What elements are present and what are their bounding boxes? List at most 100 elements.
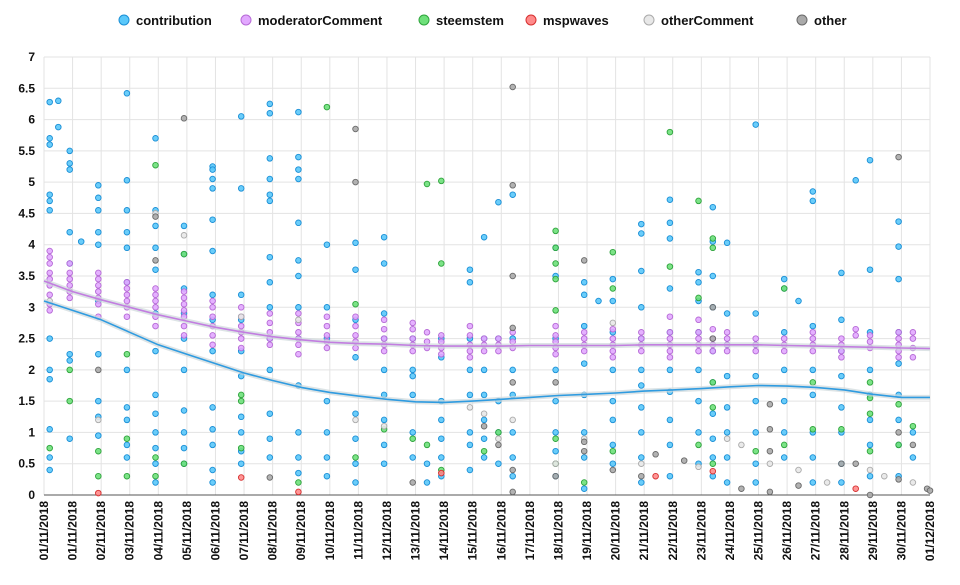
point-contribution [352, 479, 359, 486]
point-contribution [352, 354, 359, 361]
point-contribution [46, 454, 53, 461]
point-contribution [723, 479, 731, 486]
point-contribution [438, 435, 445, 442]
point-moderatorComment [180, 294, 188, 302]
point-moderatorComment [909, 335, 917, 342]
point-contribution [55, 97, 62, 105]
point-contribution [352, 410, 359, 417]
point-contribution [323, 241, 331, 248]
point-moderatorComment [152, 297, 159, 305]
point-contribution [752, 121, 759, 128]
point-moderatorComment [95, 300, 102, 308]
point-contribution [180, 429, 188, 436]
x-tick-label: 03/11/2018 [123, 501, 137, 561]
point-moderatorComment [709, 347, 717, 355]
point-steemstem [709, 379, 717, 386]
point-contribution [123, 454, 131, 461]
point-contribution [638, 382, 645, 389]
point-steemstem [809, 426, 817, 433]
point-steemstem [866, 447, 874, 455]
point-contribution [638, 454, 645, 461]
point-contribution [895, 416, 902, 424]
point-contribution [509, 191, 516, 198]
point-other [580, 447, 588, 455]
point-contribution [77, 238, 85, 245]
point-moderatorComment [46, 269, 53, 277]
point-moderatorComment [266, 310, 274, 317]
point-moderatorComment [323, 313, 331, 320]
point-contribution [609, 416, 617, 424]
point-moderatorComment [152, 285, 159, 292]
point-moderatorComment [266, 319, 274, 327]
point-contribution [266, 253, 274, 261]
point-moderatorComment [380, 316, 388, 324]
point-otherComment [352, 416, 359, 424]
point-contribution [723, 429, 731, 436]
point-moderatorComment [466, 347, 474, 355]
point-moderatorComment [866, 338, 874, 345]
point-steemstem [423, 180, 431, 188]
point-contribution [666, 366, 674, 374]
point-steemstem [180, 250, 188, 258]
point-contribution [666, 416, 674, 424]
point-contribution [152, 479, 159, 486]
point-steemstem [46, 444, 53, 452]
legend-label-other: other [814, 13, 847, 28]
point-contribution [266, 304, 274, 311]
point-steemstem [666, 128, 674, 136]
point-contribution [752, 397, 759, 405]
point-contribution [123, 441, 131, 449]
point-steemstem [895, 401, 902, 408]
point-contribution [66, 435, 73, 442]
point-moderatorComment [480, 335, 488, 342]
y-tick-label: 2 [28, 363, 35, 377]
point-steemstem [838, 426, 845, 433]
x-tick-label: 17/11/2018 [523, 501, 537, 561]
point-contribution [95, 207, 102, 214]
point-contribution [380, 441, 388, 449]
x-tick-label: 20/11/2018 [609, 501, 623, 561]
point-steemstem [423, 441, 431, 449]
point-moderatorComment [409, 335, 416, 342]
point-steemstem [66, 366, 73, 374]
point-contribution [46, 366, 53, 374]
point-contribution [323, 397, 331, 405]
point-contribution [295, 429, 302, 436]
point-moderatorComment [809, 347, 817, 355]
point-moderatorComment [66, 275, 73, 283]
point-contribution [580, 322, 588, 330]
y-tick-label: 3.5 [18, 269, 35, 283]
point-contribution [480, 435, 488, 442]
point-contribution [809, 322, 817, 330]
point-moderatorComment [123, 291, 131, 299]
point-moderatorComment [495, 347, 502, 355]
point-contribution [123, 366, 131, 374]
point-moderatorComment [352, 313, 359, 320]
point-moderatorComment [409, 325, 416, 333]
point-contribution [480, 416, 488, 424]
point-contribution [46, 426, 53, 433]
point-otherComment [738, 441, 745, 449]
point-contribution [809, 454, 817, 461]
point-moderatorComment [580, 347, 588, 355]
point-other [552, 379, 559, 386]
point-contribution [409, 429, 416, 436]
point-contribution [123, 90, 131, 97]
point-steemstem [152, 472, 159, 480]
point-contribution [609, 275, 617, 283]
point-otherComment [480, 410, 488, 417]
point-contribution [609, 397, 617, 405]
point-moderatorComment [480, 347, 488, 355]
point-contribution [209, 291, 216, 299]
point-other [638, 472, 645, 480]
point-contribution [237, 413, 245, 421]
point-moderatorComment [695, 335, 702, 342]
point-contribution [266, 435, 274, 442]
point-contribution [866, 266, 874, 273]
point-contribution [838, 404, 845, 411]
point-other [766, 447, 774, 455]
point-mspwaves [852, 485, 859, 492]
point-contribution [866, 416, 874, 424]
point-other [509, 83, 516, 91]
point-moderatorComment [409, 347, 416, 355]
